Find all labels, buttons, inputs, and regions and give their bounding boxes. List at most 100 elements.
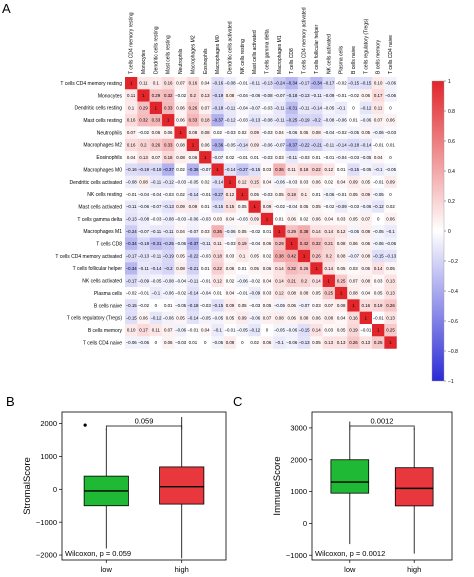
heatmap-cell bbox=[211, 212, 224, 226]
heatmap-cell bbox=[384, 175, 397, 189]
cell-value: 0.11 bbox=[139, 81, 148, 86]
heatmap-cell bbox=[162, 77, 175, 90]
y-tick-label: 2000 bbox=[290, 455, 307, 464]
heatmap-cell bbox=[285, 286, 298, 300]
cell-value: 0.06 bbox=[287, 315, 296, 320]
cell-value: 0.04 bbox=[337, 315, 346, 320]
cell-value: −0.15 bbox=[126, 303, 138, 308]
heatmap-cell bbox=[125, 225, 138, 238]
cell-value: 0.08 bbox=[362, 254, 371, 259]
heatmap-cell bbox=[186, 237, 200, 250]
heatmap-cell bbox=[211, 138, 224, 152]
cell-value: 0.08 bbox=[226, 93, 235, 98]
heatmap-cell bbox=[322, 151, 335, 164]
heatmap-cell bbox=[162, 237, 175, 250]
heatmap-cell bbox=[174, 77, 187, 90]
cell-value: 0.29 bbox=[152, 93, 161, 98]
cell-value: −0.01 bbox=[373, 142, 385, 147]
heatmap-cell bbox=[347, 101, 360, 115]
heatmap-cell bbox=[297, 77, 311, 90]
heatmap-cell bbox=[149, 237, 163, 250]
cell-value: 0.02 bbox=[213, 130, 222, 135]
cell-value: 0.15 bbox=[226, 204, 235, 209]
cell-value: −0.08 bbox=[261, 118, 273, 123]
heatmap-cell bbox=[186, 175, 200, 189]
cell-value: 0.15 bbox=[250, 179, 259, 184]
cell-value: −0.05 bbox=[212, 315, 224, 320]
heatmap-cell bbox=[162, 212, 175, 226]
heatmap-cell bbox=[384, 188, 397, 201]
cell-value: 0.07 bbox=[164, 328, 173, 333]
heatmap-cell bbox=[125, 200, 138, 213]
cell-value: 1 bbox=[216, 167, 219, 172]
heatmap-cell bbox=[347, 336, 360, 349]
cell-value: −0.03 bbox=[348, 204, 360, 209]
heatmap-cell bbox=[260, 336, 274, 349]
heatmap-cell bbox=[384, 286, 397, 300]
cell-value: 0.14 bbox=[312, 328, 321, 333]
heatmap-cell bbox=[223, 262, 237, 275]
cell-value: 0.2 bbox=[140, 142, 147, 147]
cell-value: −0.1 bbox=[337, 105, 346, 110]
cell-value: −0.09 bbox=[249, 291, 261, 296]
cell-value: −0.07 bbox=[299, 303, 311, 308]
heatmap-cell bbox=[322, 225, 335, 238]
heatmap-cell bbox=[322, 77, 335, 90]
cell-value: 0 bbox=[266, 328, 269, 333]
cell-value: 1 bbox=[130, 81, 133, 86]
y-tick-label: −1000 bbox=[286, 551, 307, 560]
cell-value: −0.04 bbox=[323, 130, 335, 135]
cell-value: −0.12 bbox=[360, 105, 372, 110]
heatmap-cell bbox=[174, 126, 187, 139]
cell-value: 0.02 bbox=[201, 179, 210, 184]
cell-value: 0.32 bbox=[287, 266, 296, 271]
cell-value: −0.06 bbox=[373, 130, 385, 135]
heatmap-cell bbox=[125, 212, 138, 226]
heatmap-cell bbox=[347, 299, 360, 312]
x-tick-label: high bbox=[407, 565, 421, 574]
x-tick-label: low bbox=[101, 565, 113, 574]
cell-value: −0.01 bbox=[138, 291, 150, 296]
heatmap-cell bbox=[149, 89, 163, 102]
cell-value: −0.08 bbox=[138, 217, 150, 222]
cell-value: −0.02 bbox=[348, 93, 360, 98]
heatmap-cell bbox=[322, 138, 335, 152]
heatmap-cell bbox=[372, 249, 385, 263]
heatmap-cell bbox=[273, 89, 286, 102]
heatmap-cell bbox=[248, 89, 261, 102]
heatmap-cell bbox=[211, 114, 224, 127]
heatmap-cell bbox=[137, 212, 150, 226]
cell-value: 0.26 bbox=[312, 254, 321, 259]
cell-value: 0.04 bbox=[263, 179, 272, 184]
cell-value: 0.08 bbox=[337, 303, 346, 308]
heatmap-cell bbox=[248, 101, 261, 115]
heatmap-cell bbox=[310, 114, 323, 127]
heatmap-cell bbox=[125, 274, 138, 287]
cell-value: 1 bbox=[389, 340, 392, 345]
cell-value: 0.33 bbox=[189, 118, 198, 123]
heatmap-cell bbox=[186, 163, 200, 176]
column-label: T cells follicular helper bbox=[314, 24, 320, 74]
y-tick-label: 0 bbox=[303, 519, 307, 528]
panel-label-c: C bbox=[233, 394, 242, 409]
heatmap-cell bbox=[137, 138, 150, 152]
cell-value: −0.04 bbox=[150, 192, 162, 197]
cell-value: −0.13 bbox=[163, 204, 175, 209]
row-label: Macrophages M2 bbox=[83, 143, 122, 149]
heatmap-cell bbox=[248, 324, 261, 337]
heatmap-cell bbox=[322, 299, 335, 312]
cell-value: 0 bbox=[377, 217, 380, 222]
heatmap-cell bbox=[137, 175, 150, 189]
heatmap-cell bbox=[223, 324, 237, 337]
cell-value: −0.15 bbox=[126, 315, 138, 320]
cell-value: −0.08 bbox=[323, 118, 335, 123]
heatmap-cell bbox=[149, 114, 163, 127]
heatmap-cell bbox=[310, 163, 323, 176]
cell-value: 0.07 bbox=[127, 130, 136, 135]
heatmap-cell bbox=[297, 114, 311, 127]
cell-value: −0.07 bbox=[212, 155, 224, 160]
cell-value: −0.03 bbox=[385, 130, 397, 135]
cell-value: −0.06 bbox=[360, 118, 372, 123]
heatmap-cell bbox=[372, 286, 385, 300]
cell-value: 0.22 bbox=[312, 167, 321, 172]
